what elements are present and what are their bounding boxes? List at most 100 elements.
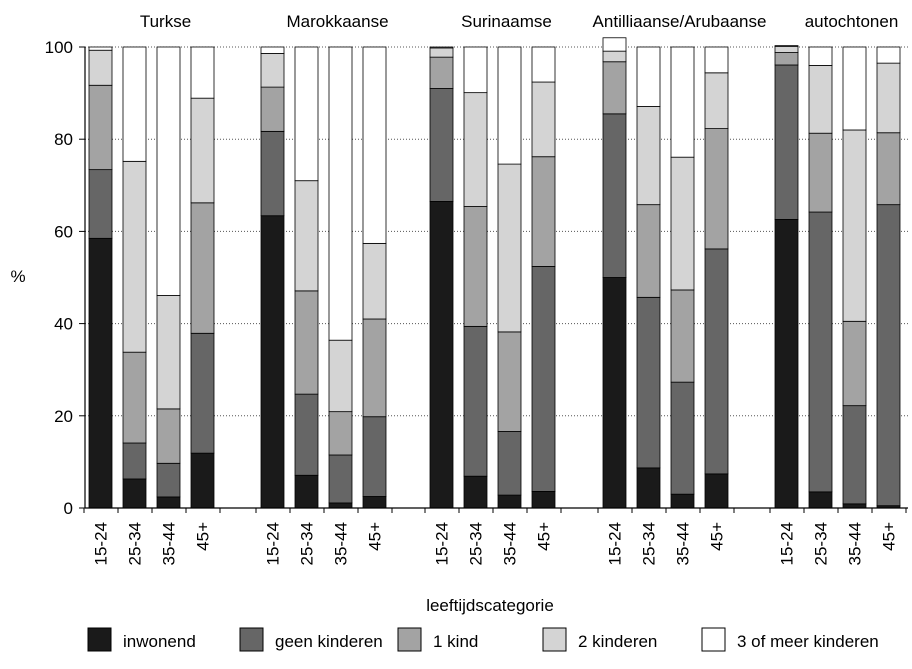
legend-label: geen kinderen [275,632,383,651]
bar-segment-5 [463,46,488,94]
bar-segment-5 [429,46,454,49]
bar-segment-4 [602,50,627,63]
y-tick-label: 100 [45,38,73,57]
legend-swatch [542,627,567,652]
bar-segment-2 [602,113,627,278]
bar-segment-1 [774,219,799,509]
bar-segment-2 [636,296,661,469]
bar-segment-5 [190,46,215,99]
bar-segment-1 [190,452,215,509]
bar-segment-5 [774,45,799,47]
bar-segment-4 [294,180,319,292]
bar-segment-1 [531,491,556,509]
legend-swatch [239,627,264,652]
x-tick-label: 45+ [708,522,727,551]
x-tick-label: 35-44 [501,522,520,565]
bar-segment-3 [190,202,215,334]
y-tick-label: 40 [54,315,73,334]
bar-segment-4 [808,65,833,134]
x-tick-label: 25-34 [298,522,317,565]
bar-segment-5 [122,46,147,162]
group-label: Marokkaanse [286,12,388,31]
legend-label: inwonend [123,632,196,651]
bar-segment-1 [602,277,627,509]
bar-segment-5 [876,46,901,64]
bar-segment-4 [362,242,387,320]
bar-segment-3 [497,331,522,432]
bar-segment-2 [88,169,113,239]
bars [88,37,901,509]
bar-segment-3 [636,204,661,298]
bar-segment-2 [294,393,319,476]
bar-segment-5 [156,46,181,296]
bar-segment-2 [704,248,729,475]
bar-segment-3 [429,56,454,89]
y-tick-label: 20 [54,407,73,426]
bar-segment-4 [670,156,695,291]
x-tick-label: 15-24 [92,522,111,565]
x-tick-label: 45+ [194,522,213,551]
x-tick-label: 15-24 [264,522,283,565]
bar-segment-5 [602,37,627,52]
bar-segment-5 [808,46,833,66]
bar-segment-1 [497,494,522,509]
bar-segment-3 [670,289,695,383]
bar-segment-3 [602,61,627,115]
legend-label: 1 kind [433,632,478,651]
bar-segment-5 [362,46,387,244]
group-label: autochtonen [805,12,899,31]
legend: inwonend geen kinderen 1 kind 2 kinderen 3 o… [87,627,879,652]
bar-segment-3 [362,318,387,418]
bar-segment-4 [122,160,147,353]
bar-segment-2 [190,332,215,454]
legend-label: 2 kinderen [578,632,657,651]
bar-segment-3 [88,84,113,171]
bar-segment-1 [463,475,488,509]
bar-segment-5 [497,46,522,165]
group-label: Antilliaanse/Arubaanse [593,12,767,31]
x-tick-label: 45+ [366,522,385,551]
bar-segment-5 [328,46,353,341]
bar-segment-1 [704,473,729,509]
bar-segment-2 [362,416,387,497]
bar-segment-2 [122,442,147,480]
bar-segment-4 [260,53,285,88]
bar-segment-5 [842,46,867,131]
bar-segment-1 [156,496,181,509]
bar-segment-2 [808,211,833,493]
bar-segment-2 [463,325,488,477]
bar-segment-1 [294,474,319,509]
x-tick-label: 15-24 [433,522,452,565]
bar-segment-5 [88,46,113,51]
x-tick-label: 45+ [535,522,554,551]
x-tick-label: 25-34 [126,522,145,565]
bar-segment-3 [294,290,319,395]
bar-segment-3 [842,320,867,407]
x-tick-label: 35-44 [846,522,865,565]
bar-segment-2 [842,405,867,505]
bar-segment-4 [774,46,799,53]
x-tick-label: 35-44 [332,522,351,565]
group-label: Turkse [140,12,191,31]
bar-segment-1 [636,467,661,509]
bar-segment-3 [704,128,729,250]
bar-segment-5 [636,46,661,107]
x-tick-label: 35-44 [674,522,693,565]
bar-segment-2 [260,130,285,217]
x-tick-label: 25-34 [640,522,659,565]
bar-segment-2 [328,454,353,504]
bar-segment-4 [156,295,181,410]
x-tick-label: 15-24 [778,522,797,565]
bar-segment-5 [704,46,729,74]
labels: 0 20 40 60 80 100 Turkse 15-24 25-34 35-44 45+ Maro… [45,12,899,565]
x-tick-label: 25-34 [467,522,486,565]
legend-swatch [87,627,112,652]
bar-segment-3 [808,132,833,213]
x-tick-label: 45+ [880,522,899,551]
x-axis-label: leeftijdscategorie [426,596,554,615]
bar-segment-2 [876,204,901,507]
bar-segment-1 [88,237,113,509]
bar-segment-2 [429,88,454,202]
gridlines [85,46,908,417]
